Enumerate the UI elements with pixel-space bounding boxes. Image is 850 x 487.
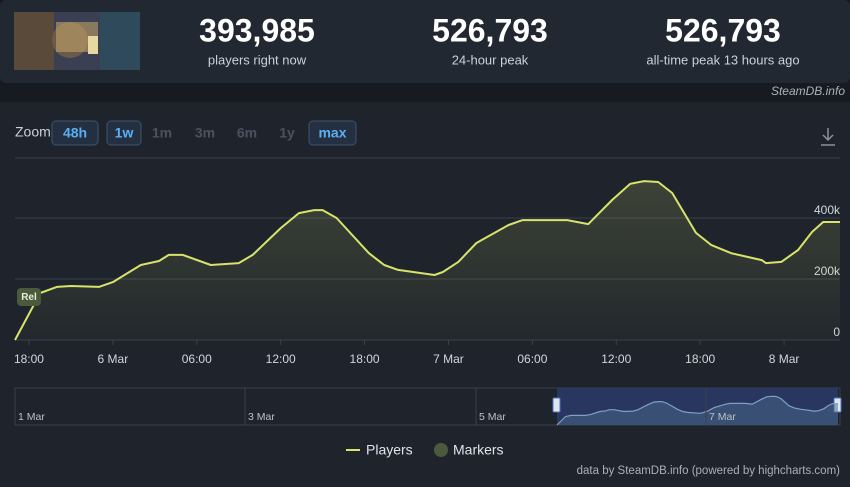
navigator-label: 3 Mar (248, 411, 275, 423)
navigator-area (557, 396, 838, 425)
x-tick-label: 6 Mar (98, 352, 129, 366)
zoom-button[interactable]: 48h (63, 125, 87, 141)
zoom-button[interactable]: 1y (279, 125, 295, 141)
zoom-button-box[interactable] (106, 120, 142, 146)
footer: data by SteamDB.info (powered by highcha… (577, 465, 841, 477)
marker[interactable] (16, 288, 41, 306)
line (14, 180, 840, 341)
zoom-button[interactable]: 6m (237, 125, 257, 141)
marker-label[interactable]: Rel (21, 292, 37, 303)
x-tick-label: 18:00 (14, 352, 44, 366)
x-tick-label: 8 Mar (769, 352, 800, 366)
x-tick-label: 7 Mar (433, 352, 464, 366)
stat-value: 526,793 (432, 12, 548, 48)
zoom-button-box[interactable] (51, 120, 99, 146)
legend-label[interactable]: Markers (453, 442, 504, 458)
navigator-handle[interactable] (552, 397, 561, 413)
x-tick-label: 18:00 (685, 352, 715, 366)
legend-marker (434, 443, 448, 457)
navigator-line (556, 395, 838, 426)
navigator-label: 7 Mar (709, 411, 736, 423)
legend-label[interactable]: Players (366, 442, 413, 458)
credit: SteamDB.info (771, 84, 845, 98)
zoom-button[interactable]: 3m (195, 125, 215, 141)
zoom-button-box[interactable] (308, 120, 357, 146)
navigator-label: 1 Mar (18, 411, 45, 423)
x-tick-label: 12:00 (266, 352, 296, 366)
x-tick-label: 06:00 (517, 352, 547, 366)
x-tick-label: 12:00 (601, 352, 631, 366)
y-tick-label: 400k (814, 203, 841, 217)
x-tick-label: 18:00 (350, 352, 380, 366)
zoom-label: Zoom (15, 124, 51, 140)
stats-panel (0, 0, 850, 83)
zoom-button[interactable]: 1m (152, 125, 172, 141)
game-image (14, 12, 140, 70)
stat-value: 393,985 (199, 12, 315, 48)
x-tick-label: 06:00 (182, 352, 212, 366)
stat-label: 24-hour peak (452, 52, 529, 67)
area (15, 181, 840, 340)
zoom-button[interactable]: 1w (115, 125, 134, 141)
stat-label: all-time peak 13 hours ago (646, 52, 799, 67)
download-icon[interactable] (821, 128, 835, 146)
stat-label: players right now (208, 52, 307, 67)
navigator-label: 5 Mar (479, 411, 506, 423)
zoom-button[interactable]: max (318, 125, 346, 141)
stat-value: 526,793 (665, 12, 781, 48)
